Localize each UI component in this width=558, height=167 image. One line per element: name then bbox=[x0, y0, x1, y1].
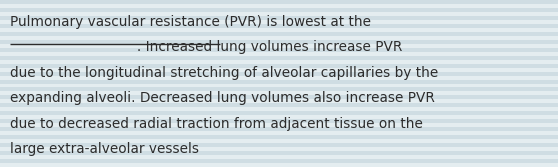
Bar bbox=[0, 28, 558, 32]
Bar bbox=[0, 127, 558, 131]
Bar bbox=[0, 163, 558, 167]
Bar bbox=[0, 56, 558, 60]
Bar bbox=[0, 0, 558, 4]
Bar bbox=[0, 95, 558, 99]
Bar bbox=[0, 72, 558, 75]
Bar bbox=[0, 88, 558, 92]
Bar bbox=[0, 64, 558, 68]
Bar bbox=[0, 139, 558, 143]
Bar bbox=[0, 8, 558, 12]
Bar bbox=[0, 135, 558, 139]
Bar bbox=[0, 12, 558, 16]
Bar bbox=[0, 119, 558, 123]
Bar bbox=[0, 115, 558, 119]
Bar bbox=[0, 103, 558, 107]
Bar bbox=[0, 147, 558, 151]
Text: expanding alveoli. Decreased lung volumes also increase PVR: expanding alveoli. Decreased lung volume… bbox=[10, 91, 435, 105]
Bar bbox=[0, 79, 558, 84]
Bar bbox=[0, 159, 558, 163]
Bar bbox=[0, 60, 558, 64]
Bar bbox=[0, 44, 558, 48]
Bar bbox=[0, 107, 558, 111]
Bar bbox=[0, 151, 558, 155]
Bar bbox=[0, 48, 558, 52]
Bar bbox=[0, 24, 558, 28]
Text: . Increased lung volumes increase PVR: . Increased lung volumes increase PVR bbox=[10, 40, 402, 54]
Bar bbox=[0, 20, 558, 24]
Bar bbox=[0, 131, 558, 135]
Bar bbox=[0, 111, 558, 115]
Text: due to decreased radial traction from adjacent tissue on the: due to decreased radial traction from ad… bbox=[10, 117, 423, 131]
Bar bbox=[0, 75, 558, 79]
Bar bbox=[0, 84, 558, 88]
Text: large extra-alveolar vessels: large extra-alveolar vessels bbox=[10, 142, 199, 156]
Text: due to the longitudinal stretching of alveolar capillaries by the: due to the longitudinal stretching of al… bbox=[10, 66, 438, 80]
Text: Pulmonary vascular resistance (PVR) is lowest at the: Pulmonary vascular resistance (PVR) is l… bbox=[10, 15, 371, 29]
Bar bbox=[0, 16, 558, 20]
Bar bbox=[0, 99, 558, 103]
Bar bbox=[0, 40, 558, 44]
Bar bbox=[0, 92, 558, 95]
Bar bbox=[0, 36, 558, 40]
Bar bbox=[0, 52, 558, 56]
Bar bbox=[0, 155, 558, 159]
Bar bbox=[0, 4, 558, 8]
Bar bbox=[0, 32, 558, 36]
Bar bbox=[0, 143, 558, 147]
Bar bbox=[0, 68, 558, 72]
Bar bbox=[0, 123, 558, 127]
